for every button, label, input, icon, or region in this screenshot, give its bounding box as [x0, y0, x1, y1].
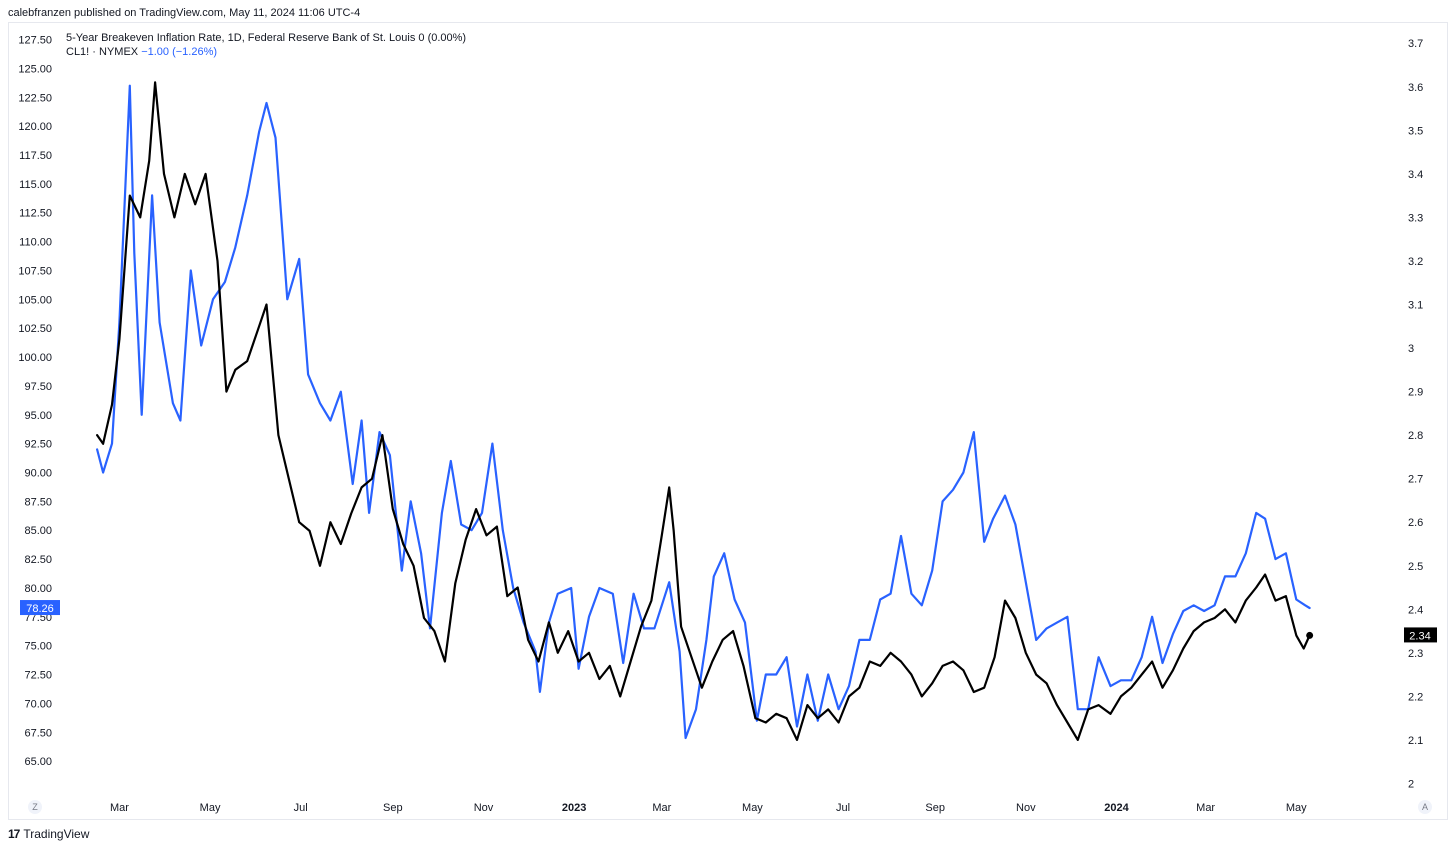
left-axis-tick-14: 92.50 — [24, 439, 52, 451]
x-axis-tick-2: Jul — [294, 802, 308, 814]
x-axis-tick-13: May — [1286, 802, 1307, 814]
crude-last-value-badge — [20, 600, 60, 616]
legend-series-crude[interactable]: CL1! · NYMEX −1.00 (−1.26%) — [66, 45, 466, 59]
scale-button-left[interactable]: Z — [28, 800, 42, 814]
left-axis-tick-19: 80.00 — [24, 583, 52, 595]
legend-breakeven-value: 0 (0.00%) — [418, 32, 467, 44]
left-axis-tick-12: 97.50 — [24, 381, 52, 393]
right-axis-tick-3: 3.4 — [1408, 169, 1423, 181]
x-axis-tick-5: 2023 — [562, 802, 586, 814]
left-axis-tick-24: 67.50 — [24, 727, 52, 739]
chart-legend: 5-Year Breakeven Inflation Rate, 1D, Fed… — [66, 31, 466, 59]
publisher-line: calebfranzen published on TradingView.co… — [8, 7, 361, 19]
x-axis-tick-0: Mar — [110, 802, 129, 814]
left-axis-tick-4: 117.50 — [19, 150, 52, 162]
left-axis-tick-18: 82.50 — [24, 554, 52, 566]
left-axis-tick-10: 102.50 — [18, 323, 52, 335]
scale-button-right[interactable]: A — [1418, 800, 1432, 814]
left-axis-tick-15: 90.00 — [24, 468, 52, 480]
right-axis-tick-1: 3.6 — [1408, 82, 1423, 94]
x-axis-tick-6: Mar — [652, 802, 671, 814]
right-axis-tick-7: 3 — [1408, 343, 1414, 355]
crude-last-value-label: 78.26 — [26, 603, 54, 615]
left-axis-tick-5: 115.00 — [19, 179, 52, 191]
right-axis-tick-0: 3.7 — [1408, 38, 1423, 50]
x-axis-tick-8: Jul — [836, 802, 850, 814]
left-axis-tick-22: 72.50 — [24, 670, 52, 682]
breakeven-last-point — [1306, 631, 1314, 639]
left-axis-tick-16: 87.50 — [24, 496, 52, 508]
footer-brand-text: TradingView — [23, 827, 90, 841]
right-axis-tick-12: 2.5 — [1408, 561, 1423, 573]
left-axis-tick-11: 100.00 — [18, 352, 52, 364]
series-line-breakeven — [96, 81, 1311, 741]
right-axis-tick-13: 2.4 — [1408, 604, 1423, 616]
right-axis-tick-10: 2.7 — [1408, 474, 1423, 486]
footer-brand[interactable]: 17 TradingView — [8, 827, 89, 841]
right-axis-tick-16: 2.1 — [1408, 735, 1423, 747]
left-axis-tick-7: 110.00 — [19, 237, 52, 249]
left-axis-tick-25: 65.00 — [24, 756, 52, 768]
right-axis-tick-14: 2.3 — [1408, 648, 1423, 660]
x-axis-tick-1: May — [200, 802, 221, 814]
left-axis-tick-0: 127.50 — [18, 35, 52, 47]
left-axis-tick-13: 95.00 — [24, 410, 52, 422]
right-axis-tick-8: 2.9 — [1408, 387, 1423, 399]
left-axis-tick-23: 70.00 — [24, 698, 52, 710]
chart-frame — [8, 22, 1448, 820]
x-axis-tick-12: Mar — [1196, 802, 1215, 814]
breakeven-last-value-badge — [1404, 627, 1437, 643]
right-axis-tick-5: 3.2 — [1408, 256, 1423, 268]
legend-series-breakeven[interactable]: 5-Year Breakeven Inflation Rate, 1D, Fed… — [66, 31, 466, 45]
right-axis-tick-6: 3.1 — [1408, 299, 1423, 311]
left-axis-tick-8: 107.50 — [18, 265, 52, 277]
right-axis-tick-2: 3.5 — [1408, 125, 1423, 137]
legend-breakeven-label: 5-Year Breakeven Inflation Rate, 1D, Fed… — [66, 32, 416, 44]
x-axis-tick-10: Nov — [1016, 802, 1036, 814]
legend-crude-value: −1.00 (−1.26%) — [141, 46, 218, 58]
x-axis-tick-7: May — [742, 802, 763, 814]
right-axis-tick-11: 2.6 — [1408, 517, 1423, 529]
x-axis-tick-4: Nov — [474, 802, 494, 814]
legend-crude-label: CL1! · NYMEX — [66, 46, 139, 58]
left-axis-tick-3: 120.00 — [18, 121, 52, 133]
left-axis-tick-1: 125.00 — [18, 63, 52, 75]
right-axis-tick-4: 3.3 — [1408, 212, 1423, 224]
tradingview-logo-icon: 17 — [8, 827, 20, 841]
x-axis-tick-3: Sep — [383, 802, 403, 814]
x-axis-tick-9: Sep — [925, 802, 945, 814]
right-axis-tick-9: 2.8 — [1408, 430, 1423, 442]
left-axis-tick-21: 75.00 — [24, 641, 52, 653]
breakeven-last-value-label: 2.34 — [1409, 630, 1430, 642]
left-axis-tick-9: 105.00 — [18, 294, 52, 306]
right-axis-tick-17: 2 — [1408, 778, 1414, 790]
left-axis-tick-17: 85.00 — [24, 525, 52, 537]
series-line-crude — [96, 84, 1311, 740]
x-axis-tick-11: 2024 — [1104, 802, 1129, 814]
left-axis-tick-6: 112.50 — [19, 208, 52, 220]
left-axis-tick-2: 122.50 — [18, 92, 52, 104]
right-axis-tick-15: 2.2 — [1408, 691, 1423, 703]
